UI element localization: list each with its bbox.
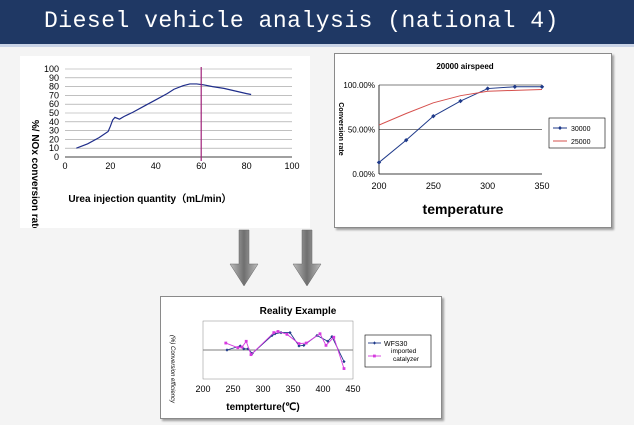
x-tick-label: 350	[534, 181, 549, 191]
x-tick-label: 250	[225, 384, 240, 394]
y-tick-label: 20	[49, 134, 59, 144]
x-tick-label: 100	[284, 161, 299, 171]
chart-reality-title: Reality Example	[260, 306, 337, 317]
legend-label: catalyzer	[393, 356, 420, 363]
x-tick-label: 200	[195, 384, 210, 394]
y-tick-label: 60	[49, 99, 59, 109]
chart-reality-xlabel: tempterture(℃)	[226, 402, 299, 413]
down-arrow-icon	[229, 229, 259, 287]
data-point	[225, 348, 229, 352]
data-point	[240, 345, 244, 349]
chart-airspeed-xlabel: temperature	[423, 201, 504, 217]
data-point	[224, 341, 228, 345]
x-tick-label: 80	[242, 161, 252, 171]
series-line	[226, 332, 345, 362]
legend-label: WFS30	[384, 341, 407, 348]
y-tick-label: 30	[49, 126, 59, 136]
data-point	[285, 332, 289, 336]
y-tick-label: 70	[49, 90, 59, 100]
x-tick-label: 0	[62, 161, 67, 171]
chart-reality-ylabel: (%) Conversion efficiency	[169, 335, 175, 404]
slide-title: Diesel vehicle analysis (national 4)	[44, 8, 559, 34]
data-point	[539, 84, 545, 89]
data-point	[458, 98, 463, 104]
x-tick-label: 450	[345, 384, 360, 394]
data-point	[270, 333, 274, 338]
chart-airspeed: 20000 airspeed Conversion rate temperatu…	[337, 62, 606, 217]
series-line	[76, 83, 252, 149]
y-tick-label: 50	[49, 108, 59, 118]
legend-marker	[372, 341, 377, 345]
data-point	[318, 332, 322, 336]
down-arrow-icon	[292, 229, 322, 287]
data-point	[297, 344, 301, 348]
data-point	[304, 341, 308, 345]
data-point	[376, 160, 382, 165]
chart-urea-ylabel: %/ NOx conversion rate	[29, 120, 40, 228]
data-point	[276, 330, 280, 333]
legend-marker	[373, 354, 376, 358]
y-tick-label: 40	[49, 117, 59, 127]
data-point	[244, 339, 248, 343]
chart-airspeed-ylabel: Conversion rate	[337, 102, 344, 155]
y-tick-label: 10	[49, 143, 59, 153]
chart-airspeed-panel: 20000 airspeed Conversion rate temperatu…	[334, 53, 612, 228]
data-point	[342, 367, 346, 370]
chart-reality: Reality Example (%) Conversion efficienc…	[169, 306, 432, 413]
plot-area	[202, 320, 354, 380]
legend-box	[364, 334, 432, 368]
data-point	[249, 353, 253, 357]
legend-label: 30000	[571, 126, 591, 133]
y-tick-label: 100.00%	[343, 81, 375, 90]
data-point	[297, 342, 301, 346]
y-tick-label: 50.00%	[348, 126, 375, 135]
y-tick-label: 90	[49, 73, 59, 83]
slide-title-bar: Diesel vehicle analysis (national 4)	[0, 0, 634, 44]
x-tick-label: 20	[105, 161, 115, 171]
data-point	[246, 347, 250, 351]
data-point	[288, 331, 292, 335]
legend-marker	[558, 126, 562, 130]
data-point	[485, 86, 490, 91]
series-line	[378, 86, 542, 163]
legend-label: 25000	[571, 139, 591, 146]
chart-airspeed-title: 20000 airspeed	[436, 62, 493, 71]
chart-urea: %/ NOx conversion rate Urea injection qu…	[29, 64, 300, 233]
chart-urea-panel: %/ NOx conversion rate Urea injection qu…	[20, 56, 310, 233]
legend-label: imported	[391, 348, 417, 355]
arrows-group	[229, 229, 322, 287]
y-tick-label: 100	[44, 64, 59, 74]
x-tick-label: 40	[151, 161, 161, 171]
series-line	[378, 88, 543, 126]
y-tick-label: 80	[49, 82, 59, 92]
chart-urea-xlabel: Urea injection quantity（mL/min）	[68, 192, 231, 205]
y-tick-label: 0.00%	[352, 170, 375, 179]
x-tick-label: 300	[255, 384, 270, 394]
x-tick-label: 250	[426, 181, 441, 191]
x-tick-label: 200	[371, 181, 386, 191]
legend-box	[548, 117, 606, 149]
y-tick-label: 0	[54, 152, 59, 162]
chart-reality-panel: Reality Example (%) Conversion efficienc…	[160, 296, 442, 419]
x-tick-label: 400	[315, 384, 330, 394]
data-point	[431, 113, 436, 119]
x-tick-label: 60	[196, 161, 206, 171]
data-point	[332, 335, 336, 339]
data-point	[272, 331, 276, 334]
x-tick-label: 300	[480, 181, 495, 191]
data-point	[342, 360, 346, 364]
data-point	[238, 344, 242, 348]
x-tick-label: 350	[285, 384, 300, 394]
data-point	[403, 137, 409, 143]
title-stripe	[0, 44, 634, 47]
data-point	[236, 346, 240, 350]
data-point	[324, 343, 328, 347]
